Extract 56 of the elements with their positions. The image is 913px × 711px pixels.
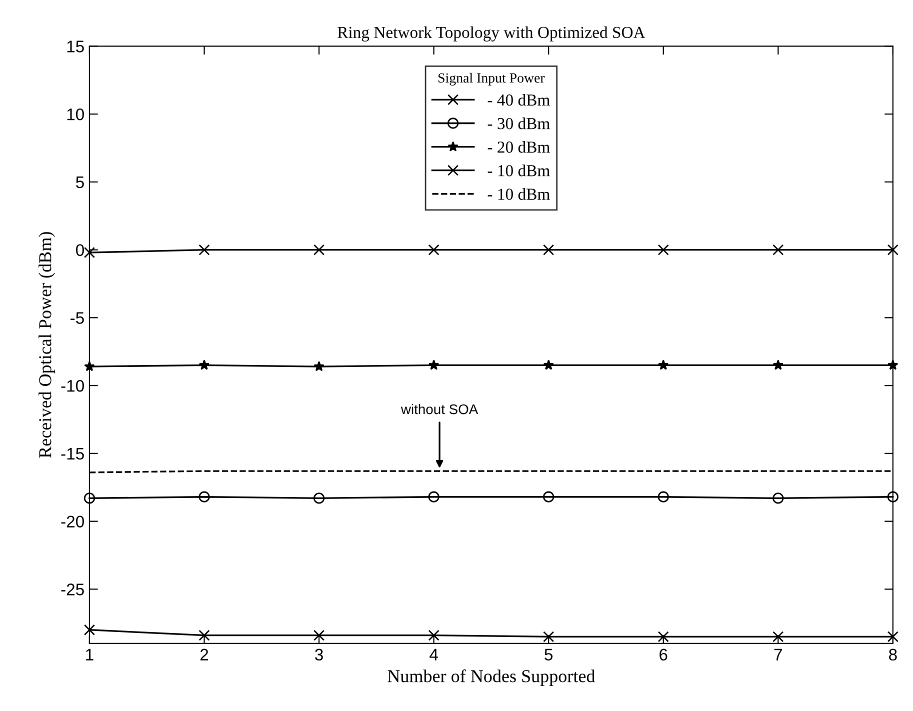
x-tick-label: 1	[86, 648, 94, 660]
x-tick-label: 6	[660, 648, 668, 661]
x-tick-label: 5	[544, 648, 553, 661]
point	[658, 631, 669, 642]
legend-label: - 30 dBm	[488, 118, 550, 130]
y-tick-label: 15	[67, 40, 84, 52]
point	[543, 491, 554, 502]
point	[198, 491, 210, 502]
y-tick-label: -20	[61, 516, 84, 528]
x-tick-label: 8	[889, 648, 897, 661]
y-tick-label: -15	[61, 448, 84, 460]
y-tick-label: 5	[76, 176, 84, 188]
point	[428, 244, 440, 256]
annotation: without SOA	[400, 404, 478, 414]
x-tick-label: 2	[200, 648, 208, 660]
x-tick-label: 7	[774, 648, 782, 660]
point	[428, 630, 440, 641]
legend-title: Signal Input Power	[438, 72, 545, 86]
point	[543, 360, 554, 370]
y-tick-label: -5	[70, 312, 84, 324]
point	[313, 630, 325, 641]
x-axis-title: Number of Nodes Supported	[388, 669, 596, 686]
point	[543, 244, 554, 256]
point	[84, 246, 96, 258]
point	[313, 492, 325, 504]
point	[772, 492, 784, 504]
point	[428, 360, 440, 370]
point	[198, 630, 210, 641]
point	[772, 631, 784, 642]
point	[772, 244, 784, 256]
point	[658, 360, 669, 370]
point	[84, 624, 96, 636]
point	[428, 491, 440, 502]
y-tick-label: 0	[76, 244, 84, 256]
legend-label: - 10 dBm	[488, 188, 550, 200]
point	[658, 491, 669, 502]
point	[313, 244, 325, 256]
point	[887, 244, 898, 256]
y-axis-title: Received Optical Power (dBm)	[38, 232, 55, 458]
legend-label: - 10 dBm	[488, 164, 550, 176]
chart-title: Ring Network Topology with Optimized SOA	[338, 26, 646, 42]
y-tick-label: -10	[61, 380, 84, 392]
point	[84, 492, 96, 504]
y-tick-label: 10	[67, 108, 84, 120]
x-tick-label: 4	[430, 648, 438, 660]
point	[314, 360, 324, 372]
x-tick-label: 3	[315, 648, 323, 661]
point	[887, 491, 898, 502]
point	[543, 631, 554, 642]
legend-label: - 40 dBm	[488, 94, 550, 106]
legend-label: - 20 dBm	[488, 141, 550, 153]
point	[198, 360, 210, 370]
point	[658, 244, 669, 256]
point	[198, 244, 210, 256]
y-tick-label: -25	[61, 584, 84, 596]
point	[772, 360, 784, 370]
